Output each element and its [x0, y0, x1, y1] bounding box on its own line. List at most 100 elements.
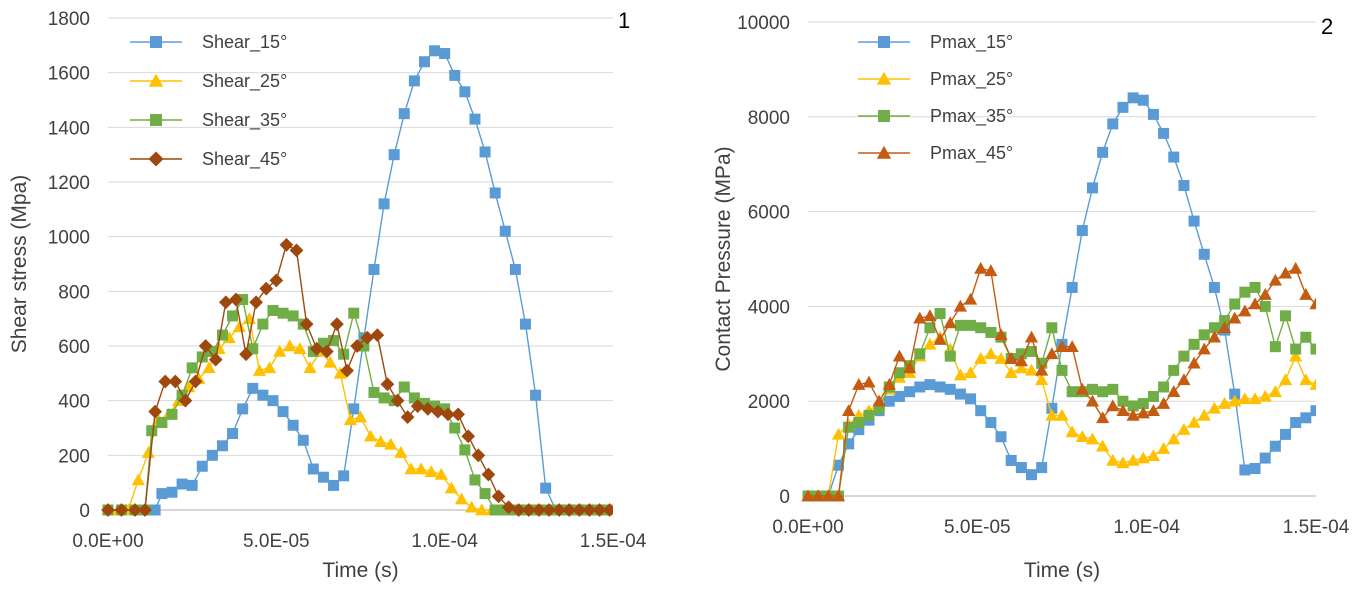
data-point [1086, 383, 1098, 395]
data-point [1229, 388, 1241, 400]
data-point [914, 381, 926, 393]
data-point [1278, 266, 1293, 279]
data-point [348, 307, 360, 319]
data-point [832, 459, 844, 471]
series-shear-45deg [101, 237, 613, 517]
data-point [1096, 439, 1110, 452]
data-point [934, 381, 946, 393]
data-point [1137, 398, 1149, 410]
data-point [1228, 311, 1242, 324]
data-point [1066, 386, 1078, 398]
data-point [602, 503, 613, 517]
data-point [933, 332, 947, 345]
data-point [1198, 329, 1210, 341]
data-point [188, 374, 203, 389]
data-point [471, 448, 486, 463]
data-point [1015, 462, 1027, 474]
data-point [390, 393, 405, 408]
panel-label: 2 [1321, 14, 1333, 39]
data-point [994, 351, 1008, 364]
data-point [454, 492, 469, 505]
data-point [1076, 225, 1088, 237]
data-point [420, 401, 435, 416]
x-tick-label: 1.0E-04 [1113, 517, 1180, 538]
y-tick-label: 600 [58, 337, 90, 358]
data-point [1238, 304, 1252, 317]
data-point [374, 435, 388, 447]
data-point [1239, 286, 1251, 298]
data-point [1238, 392, 1252, 405]
data-point [307, 463, 319, 475]
data-point [1207, 330, 1221, 343]
data-point [863, 409, 875, 421]
data-point [924, 322, 936, 334]
data-point [1014, 354, 1028, 367]
data-point [974, 261, 988, 274]
data-point [1217, 396, 1232, 409]
data-point [489, 504, 501, 516]
data-point [239, 347, 253, 362]
data-point [198, 339, 213, 353]
legend-item-pmax-15deg: Pmax_15° [858, 32, 1013, 53]
data-point [984, 347, 998, 360]
data-point [943, 316, 957, 329]
data-point [131, 473, 145, 486]
data-point [540, 482, 552, 494]
data-point [1310, 343, 1316, 355]
data-point [333, 366, 347, 379]
data-point [1188, 338, 1200, 350]
data-point [384, 437, 398, 450]
data-point [299, 317, 314, 332]
data-point [232, 320, 246, 333]
data-point [186, 479, 198, 491]
data-point [319, 344, 334, 359]
y-tick-label: 0 [79, 501, 90, 522]
data-point [511, 503, 526, 517]
data-point [1147, 108, 1159, 120]
data-point [882, 378, 896, 390]
data-point [400, 410, 415, 424]
data-point [1168, 151, 1180, 163]
data-point [479, 146, 491, 158]
data-point [1168, 364, 1180, 376]
y-tick-label: 1200 [48, 173, 90, 194]
data-point [1097, 386, 1109, 398]
data-point [289, 243, 304, 258]
data-point [1300, 331, 1312, 343]
data-point [148, 404, 163, 419]
data-point [1146, 404, 1161, 416]
data-point [1268, 273, 1282, 286]
data-point [394, 446, 408, 458]
data-point [974, 351, 988, 364]
data-point [1035, 373, 1049, 386]
y-tick-label: 10000 [737, 13, 790, 34]
data-point [1188, 215, 1200, 227]
data-point [348, 403, 360, 415]
data-point [1228, 394, 1242, 407]
legend-marker [876, 145, 892, 159]
data-point [414, 462, 428, 475]
data-point [1197, 408, 1211, 421]
data-point [398, 108, 410, 120]
data-point [138, 503, 152, 517]
data-point [1136, 406, 1150, 419]
legend-label: Shear_45° [202, 149, 287, 170]
x-axis-title: Time (s) [1024, 559, 1100, 582]
data-point [501, 500, 516, 515]
data-point [343, 413, 357, 426]
data-point [562, 503, 577, 517]
data-point [410, 399, 425, 414]
data-point [1107, 118, 1119, 130]
data-point [934, 308, 946, 320]
y-tick-label: 2000 [748, 392, 790, 413]
data-point [398, 381, 410, 393]
data-point [1280, 428, 1292, 440]
data-point [101, 503, 115, 517]
data-point [368, 386, 380, 398]
data-point [146, 425, 158, 437]
data-point [1096, 411, 1110, 424]
data-point [227, 427, 239, 439]
data-point [1146, 449, 1161, 461]
data-point [404, 462, 418, 475]
